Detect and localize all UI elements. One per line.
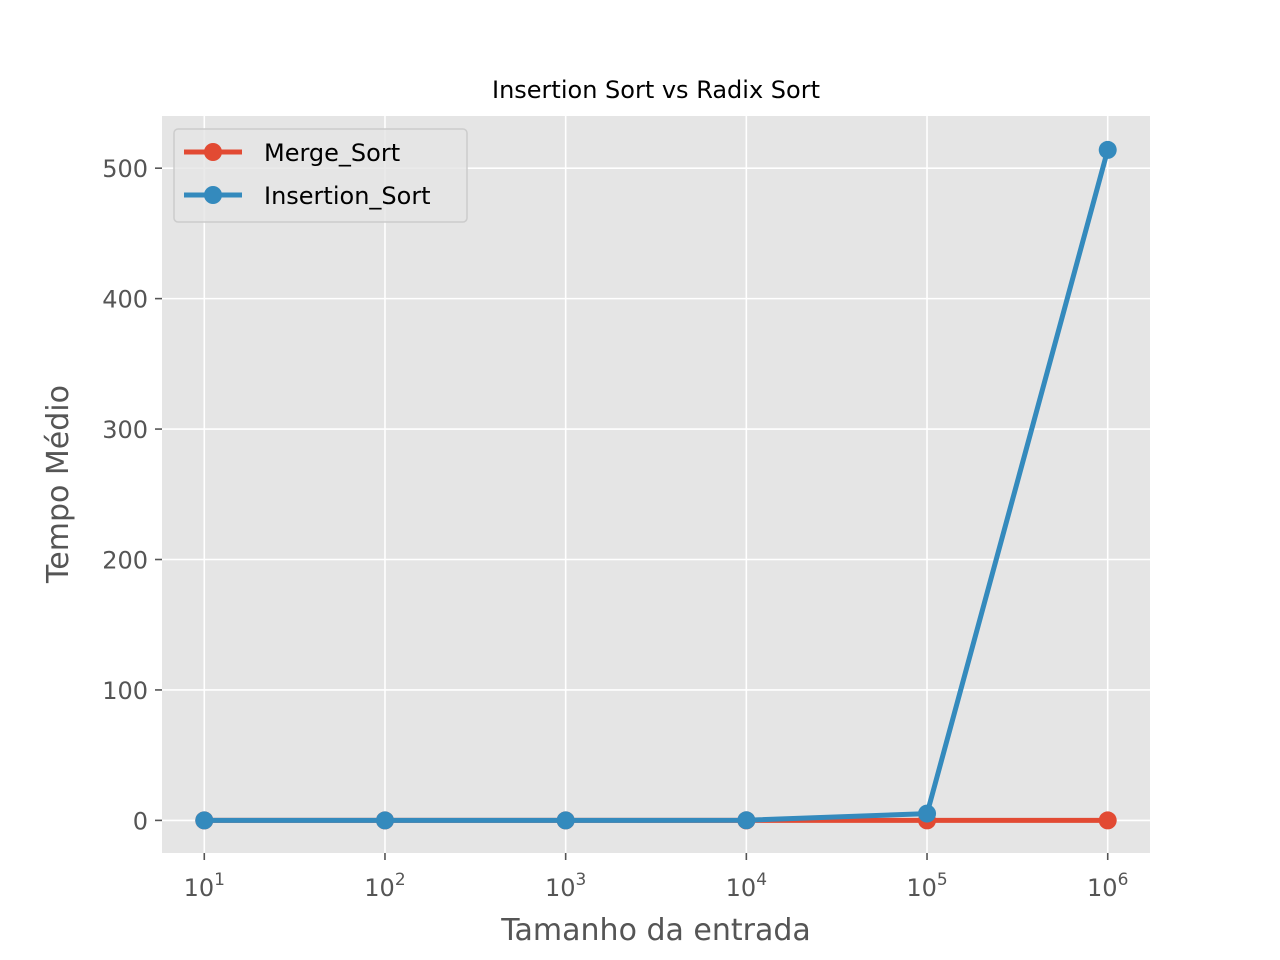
y-tick-label: 0: [133, 807, 148, 835]
data-point-merge-sort: [1098, 811, 1117, 830]
data-point-insertion-sort: [556, 811, 575, 830]
x-axis-label: Tamanho da entrada: [500, 913, 811, 948]
x-tick-label: 103: [545, 870, 586, 902]
legend-marker-merge-sort: [204, 143, 222, 161]
y-tick-label: 400: [102, 286, 148, 314]
y-tick-label: 100: [102, 677, 148, 705]
x-tick-label: 102: [364, 870, 405, 902]
legend-box: [173, 128, 468, 223]
legend-entry-insertion-sort: Insertion_Sort: [184, 182, 431, 210]
legend: Merge_Sort Insertion_Sort: [173, 128, 468, 223]
y-tick-label: 200: [102, 547, 148, 575]
plot-background: [162, 116, 1150, 853]
y-tick-label: 500: [102, 155, 148, 183]
legend-entry-merge-sort: Merge_Sort: [184, 139, 400, 167]
x-tick-label: 101: [184, 870, 225, 902]
chart-title: Insertion Sort vs Radix Sort: [492, 76, 820, 104]
y-tick-label: 300: [102, 416, 148, 444]
data-point-insertion-sort: [375, 811, 394, 830]
data-point-insertion-sort: [737, 811, 756, 830]
x-tick-label: 104: [726, 870, 767, 902]
y-axis-label: Tempo Médio: [41, 385, 76, 584]
series-insertion-sort: [195, 140, 1117, 830]
series-line-insertion-sort: [201, 147, 1111, 823]
data-point-insertion-sort: [1098, 140, 1117, 159]
legend-marker-insertion-sort: [204, 186, 222, 204]
x-tick-label: 106: [1087, 870, 1128, 902]
x-axis-ticks: 101 102 103 104 105 106: [184, 853, 1128, 902]
data-point-insertion-sort: [195, 811, 214, 830]
data-point-insertion-sort: [918, 804, 937, 823]
legend-label-merge-sort: Merge_Sort: [264, 139, 400, 167]
legend-label-insertion-sort: Insertion_Sort: [264, 182, 431, 210]
series-layer: [195, 140, 1117, 830]
y-axis-ticks: 0 100 200 300 400 500: [102, 155, 162, 835]
x-tick-label: 105: [906, 870, 947, 902]
